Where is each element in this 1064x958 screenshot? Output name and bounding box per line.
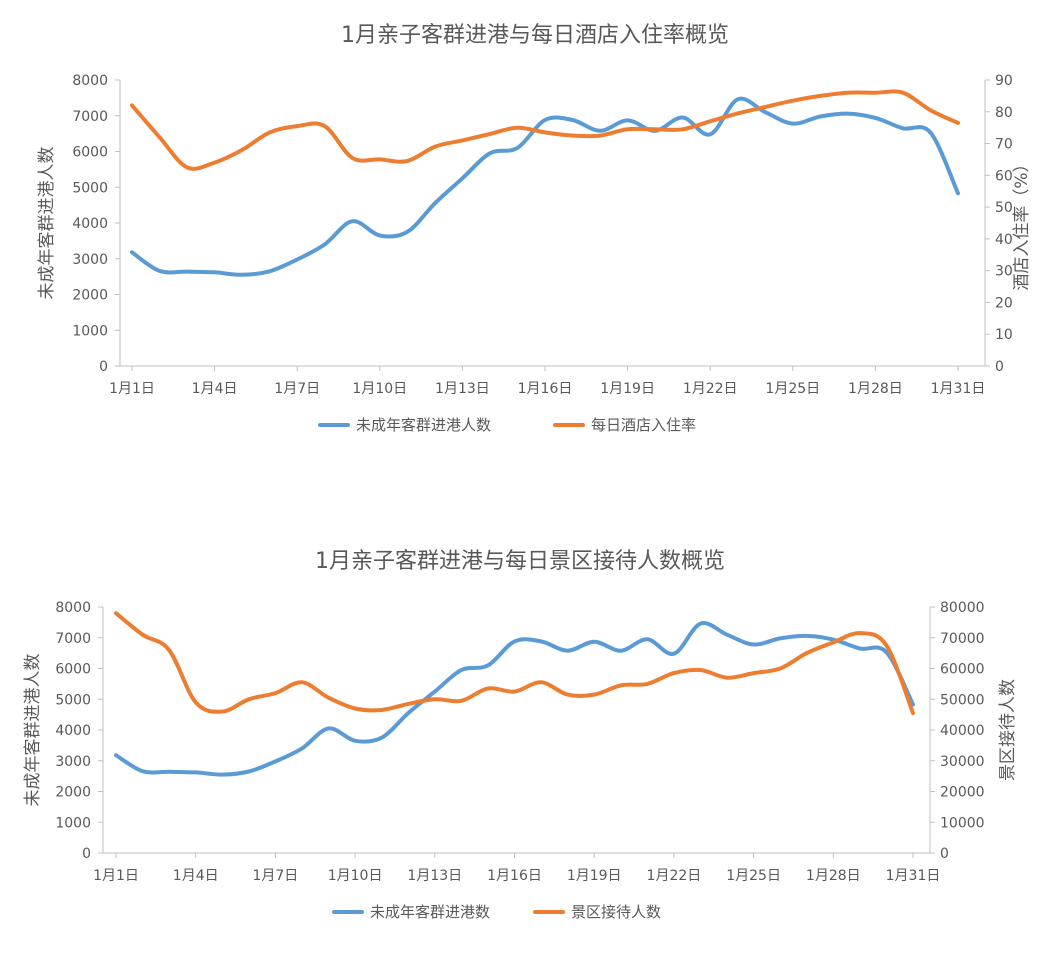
y2-tick-label: 20000 (940, 785, 985, 801)
y2-axis-title: 酒店入住率（%） (1012, 155, 1032, 290)
y2-tick-label: 40 (995, 232, 1013, 248)
x-tick-label: 1月13日 (407, 868, 462, 884)
y-tick-label: 1000 (72, 323, 108, 339)
x-tick-label: 1月22日 (647, 868, 702, 884)
x-tick-label: 1月7日 (252, 868, 298, 884)
chart-title: 1月亲子客群进港与每日酒店入住率概览 (341, 23, 729, 48)
x-tick-label: 1月19日 (600, 381, 655, 397)
x-tick-label: 1月1日 (93, 868, 139, 884)
x-tick-label: 1月13日 (435, 381, 490, 397)
chart-title: 1月亲子客群进港与每日景区接待人数概览 (315, 549, 725, 574)
y2-tick-label: 50 (995, 200, 1013, 216)
y2-tick-label: 80 (995, 105, 1013, 121)
series-line-1 (130, 89, 960, 171)
y2-tick-label: 50000 (940, 692, 985, 708)
y-tick-label: 3000 (55, 754, 91, 770)
legend-label: 每日酒店入住率 (591, 416, 696, 434)
y-tick-label: 5000 (55, 692, 91, 708)
y2-tick-label: 0 (995, 359, 1004, 375)
legend-label: 景区接待人数 (571, 903, 661, 921)
y-tick-label: 1000 (55, 815, 91, 831)
y2-tick-label: 30 (995, 264, 1013, 280)
legend-label: 未成年客群进港人数 (356, 416, 491, 434)
y-tick-label: 3000 (72, 252, 108, 268)
y-tick-label: 7000 (55, 631, 91, 647)
legend-label: 未成年客群进港数 (370, 903, 490, 921)
y2-tick-label: 80000 (940, 600, 985, 616)
x-tick-label: 1月10日 (352, 381, 407, 397)
y-tick-label: 6000 (72, 145, 108, 161)
y2-tick-label: 90 (995, 73, 1013, 89)
chart-scenic-visitors: 1月亲子客群进港与每日景区接待人数概览 0 1000 2000 3000 4000 5000… (23, 549, 1018, 921)
y2-tick-label: 10000 (940, 815, 985, 831)
y-tick-label: 2000 (72, 288, 108, 304)
y-axis-title: 未成年客群进港人数 (23, 654, 43, 807)
y-tick-label: 8000 (55, 600, 91, 616)
series-line-0 (130, 96, 960, 277)
y2-axis-title: 景区接待人数 (998, 679, 1018, 781)
y2-tick-label: 60 (995, 168, 1013, 184)
series-line-1 (114, 611, 915, 716)
chart-hotel-occupancy: 1月亲子客群进港与每日酒店入住率概览 0 1000 2000 3000 4000 5000 6… (37, 23, 1032, 434)
x-tick-label: 1月25日 (726, 868, 781, 884)
x-tick-label: 1月25日 (765, 381, 820, 397)
x-tick-label: 1月16日 (487, 868, 542, 884)
x-tick-label: 1月7日 (274, 381, 320, 397)
x-tick-label: 1月28日 (848, 381, 903, 397)
y2-tick-label: 10 (995, 327, 1013, 343)
y-tick-label: 8000 (72, 73, 108, 89)
y-tick-label: 5000 (72, 180, 108, 196)
y-tick-label: 6000 (55, 662, 91, 678)
x-tick-label: 1月1日 (109, 381, 155, 397)
x-tick-label: 1月4日 (192, 381, 238, 397)
y2-tick-label: 30000 (940, 754, 985, 770)
x-tick-label: 1月22日 (683, 381, 738, 397)
y2-tick-label: 70 (995, 137, 1013, 153)
x-tick-label: 1月10日 (328, 868, 383, 884)
y-axis-title: 未成年客群进港人数 (37, 147, 57, 300)
series-line-0 (114, 621, 915, 777)
y-tick-label: 0 (99, 359, 108, 375)
x-tick-label: 1月31日 (886, 868, 941, 884)
y2-tick-label: 20 (995, 295, 1013, 311)
y-tick-label: 0 (82, 846, 91, 862)
y2-tick-label: 60000 (940, 662, 985, 678)
x-tick-label: 1月28日 (806, 868, 861, 884)
x-tick-label: 1月4日 (173, 868, 219, 884)
y-tick-label: 4000 (72, 216, 108, 232)
y-tick-label: 4000 (55, 723, 91, 739)
x-tick-label: 1月19日 (567, 868, 622, 884)
y-tick-label: 2000 (55, 785, 91, 801)
y2-tick-label: 40000 (940, 723, 985, 739)
y2-tick-label: 0 (940, 846, 949, 862)
y-tick-label: 7000 (72, 109, 108, 125)
x-tick-label: 1月16日 (518, 381, 573, 397)
y2-tick-label: 70000 (940, 631, 985, 647)
x-tick-label: 1月31日 (931, 381, 986, 397)
